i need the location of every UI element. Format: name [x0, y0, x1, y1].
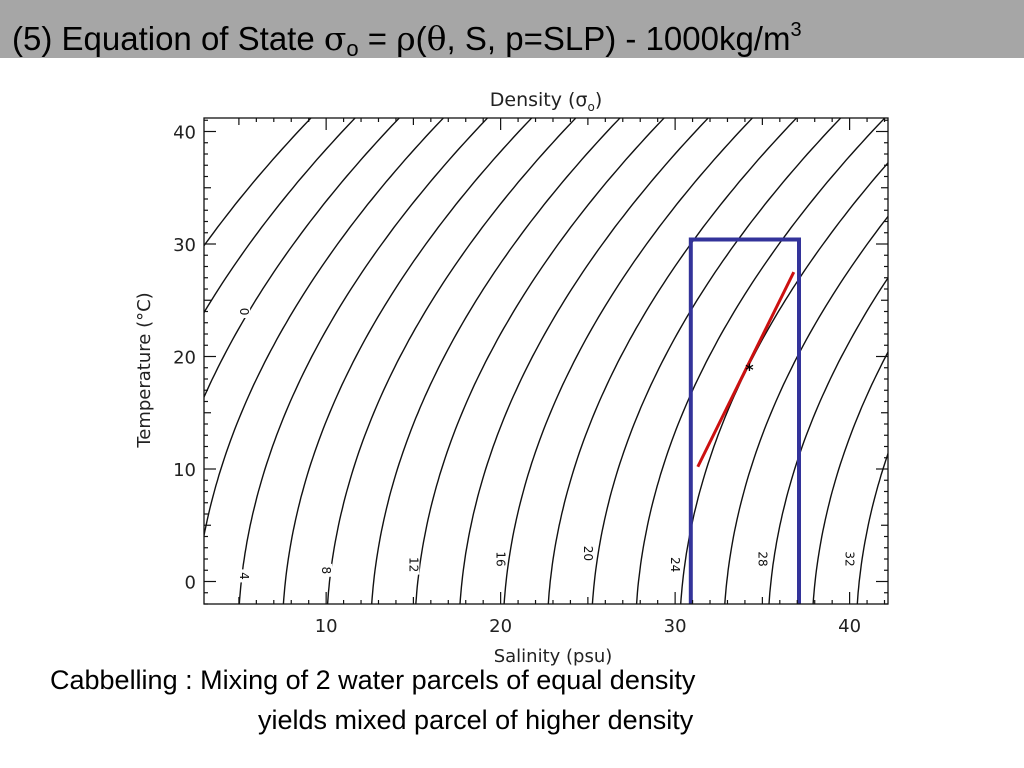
y-tick-label: 40 [173, 123, 196, 144]
x-tick-label: 20 [489, 616, 512, 637]
x-axis-label: Salinity (psu) [494, 646, 613, 667]
mixing-line [696, 271, 796, 468]
y-tick-label: 20 [173, 348, 196, 369]
plot-frame [203, 117, 889, 605]
svg-text:16: 16 [494, 551, 508, 566]
x-tick-label: 10 [315, 616, 338, 637]
slide-title: (5) Equation of State σo = ρ(θ, S, p=SLP… [12, 19, 802, 61]
density-chart: Density (σo) 0 4 8 12 16 20 24 28 32 10 20 30 40 0 10… [134, 89, 910, 667]
svg-text:28: 28 [755, 551, 769, 566]
highlight-box [688, 237, 801, 604]
density-contour [547, 118, 798, 604]
density-contour [204, 118, 357, 314]
density-contour [326, 118, 577, 604]
contour-label-28: 28 [755, 549, 769, 569]
contour-label-20: 20 [581, 543, 595, 564]
contour-label-12: 12 [406, 554, 420, 575]
mixed-parcel-marker: * [745, 360, 754, 379]
svg-text:12: 12 [406, 557, 420, 572]
contour-label-0: 0 [237, 305, 251, 318]
density-contour [204, 118, 312, 247]
contour-label-32: 32 [843, 549, 857, 569]
svg-text:4: 4 [237, 572, 251, 580]
caption-line-1: Cabbelling : Mixing of 2 water parcels o… [50, 665, 696, 695]
contour-label-4: 4 [237, 569, 251, 583]
density-contour [370, 118, 621, 604]
density-contour [724, 215, 888, 604]
density-contour [459, 118, 710, 604]
contour-label-16: 16 [494, 549, 508, 569]
density-contour [282, 118, 533, 604]
density-contour [768, 276, 888, 604]
svg-text:32: 32 [843, 551, 857, 566]
density-contour [812, 350, 888, 604]
svg-text:0: 0 [237, 308, 251, 316]
density-contour [415, 118, 666, 604]
y-tick-label: 30 [173, 235, 196, 256]
y-tick-label: 10 [173, 460, 196, 481]
contour-label-24: 24 [668, 554, 682, 575]
svg-text:20: 20 [581, 546, 595, 561]
title-bar: (5) Equation of State σo = ρ(θ, S, p=SLP… [0, 0, 1024, 61]
caption: Cabbelling : Mixing of 2 water parcels o… [50, 660, 695, 740]
svg-text:8: 8 [319, 566, 333, 574]
x-tick-label: 40 [838, 616, 861, 637]
density-contour [856, 451, 888, 604]
contour-label-8: 8 [319, 563, 333, 577]
x-tick-label: 30 [664, 616, 687, 637]
density-contour [503, 118, 754, 604]
y-tick-label: 0 [185, 573, 196, 594]
density-contour [591, 118, 842, 604]
density-contour [635, 118, 886, 604]
density-contour [901, 115, 910, 610]
density-contour [204, 118, 445, 540]
y-axis-label: Temperature (°C) [134, 292, 155, 448]
svg-text:24: 24 [668, 557, 682, 572]
caption-line-2: yields mixed parcel of higher density [258, 705, 694, 735]
density-contour [204, 118, 401, 399]
chart-title: Density (σo) [490, 89, 603, 114]
density-contour [238, 118, 489, 604]
